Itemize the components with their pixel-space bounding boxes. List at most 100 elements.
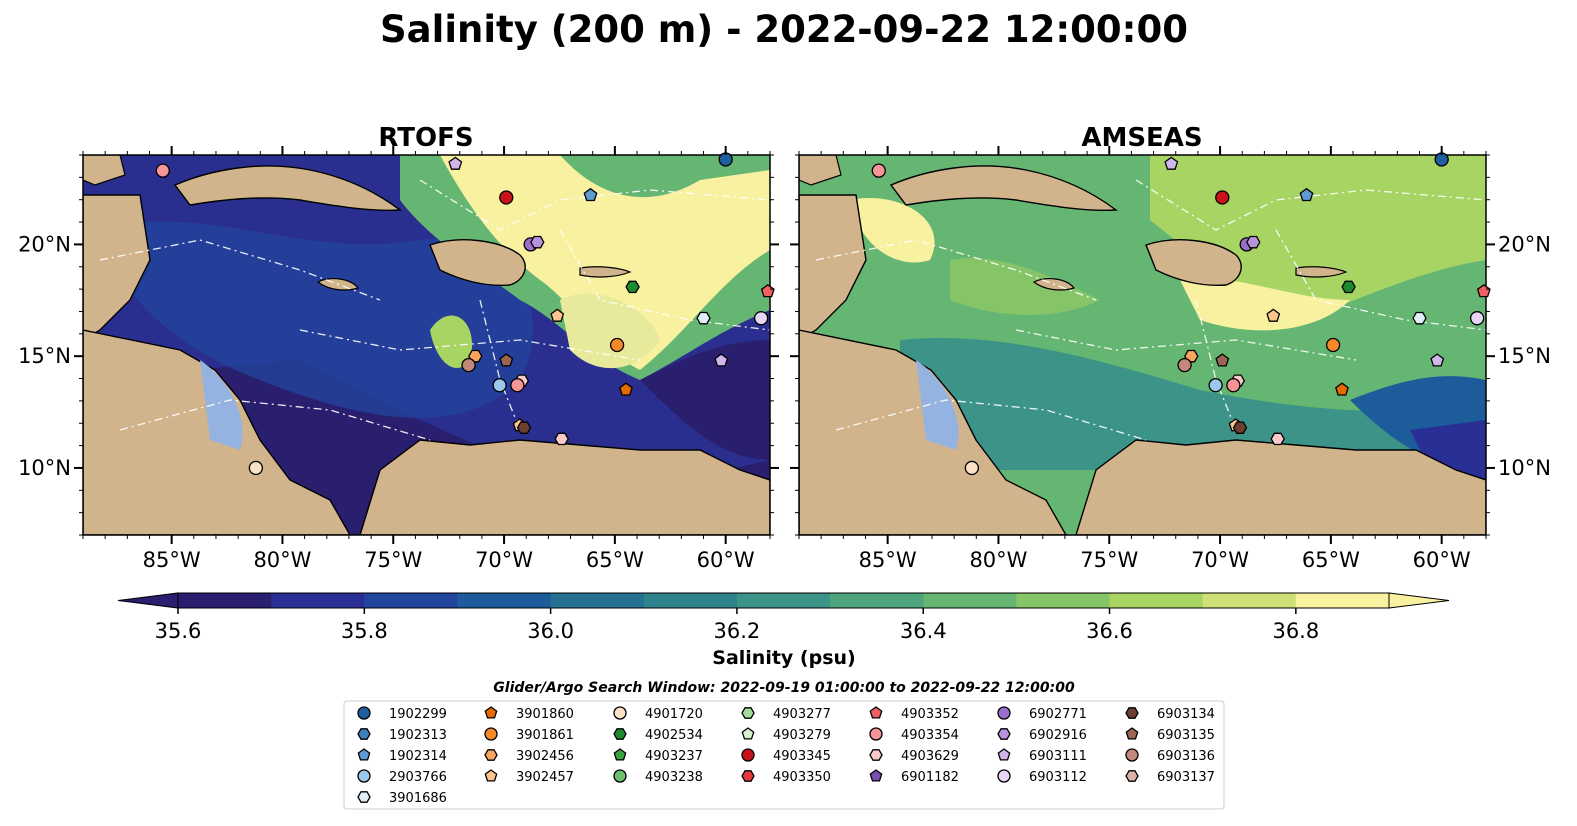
amseas-moderate-salinity-zone (900, 338, 1486, 470)
rtofs-float-markers (155, 152, 775, 476)
legend-item-6903135: 6903135 (1125, 727, 1215, 743)
rtofs-land-cuba (173, 165, 402, 212)
legend-item-3901686: 3901686 (357, 791, 447, 806)
legend-marker-icon (741, 770, 755, 782)
rtofs-land-hispaniola (429, 239, 526, 287)
legend-item-4901720: 4901720 (613, 706, 703, 722)
float-symbol-6903111 (448, 156, 463, 170)
colorbar-segment (1016, 593, 1111, 608)
float-marker-4902534 (1341, 280, 1356, 294)
float-marker-6903136 (1177, 357, 1192, 373)
lon-tick-label: 75°W (1080, 548, 1138, 572)
legend-marker-icon (357, 769, 371, 783)
legend-marker-icon (357, 748, 371, 761)
float-symbol-6903136 (1177, 357, 1192, 373)
legend-label: 3901861 (516, 728, 574, 743)
rtofs-axis-ticks: 85°W 80°W 75°W 70°W 65°W 60°W 20°N 15°N 10°N (18, 146, 779, 572)
float-symbol-4903629 (554, 432, 569, 446)
float-symbol-4903354 (155, 163, 170, 178)
colorbar-segment (923, 593, 1017, 608)
colorbar-tick-label: 35.6 (155, 619, 202, 643)
float-symbol-3901686 (1412, 311, 1427, 325)
float-symbol-3901860 (1335, 382, 1349, 396)
lon-tick-label: 75°W (364, 548, 422, 572)
panel-title-rtofs: RTOFS (378, 123, 473, 153)
float-symbol-4901720 (248, 460, 264, 476)
float-marker-4901720 (248, 460, 264, 476)
float-marker-4903629 (1270, 432, 1285, 446)
legend-item-6901182: 6901182 (869, 769, 959, 785)
float-marker-3902457 (1266, 308, 1281, 322)
legend-item-6903112: 6903112 (997, 769, 1087, 785)
legend-item-6903111: 6903111 (997, 748, 1087, 764)
legend-label: 3901860 (516, 707, 574, 722)
amseas-high-salinity-northwest (850, 198, 935, 263)
legend-label: 6903112 (1029, 770, 1087, 785)
legend-label: 3901686 (389, 791, 447, 806)
float-symbol-2903766 (492, 378, 507, 393)
rtofs-land-puerto-rico (579, 266, 632, 278)
colorbar-extend-low (117, 592, 179, 609)
colorbar-segment (550, 593, 645, 608)
amseas-land-yucatan (799, 194, 867, 341)
legend-marker-icon (613, 769, 627, 783)
legend-marker-icon (1125, 727, 1139, 740)
float-marker-6902916 (1246, 235, 1261, 249)
float-symbol-4903354 (510, 378, 525, 393)
float-marker-4903354 (1226, 378, 1241, 393)
legend-marker-icon (997, 706, 1011, 720)
lat-tick-label: 20°N (18, 232, 71, 256)
float-symbol-6903135 (1215, 353, 1230, 367)
amseas-central-green (950, 258, 1100, 315)
float-marker-6903111 (448, 156, 463, 170)
rtofs-shelf-nicaragua (200, 360, 243, 450)
float-symbol-4903345 (1215, 190, 1230, 205)
colorbar-tick-label: 36.8 (1272, 619, 1319, 643)
legend-title: Glider/Argo Search Window: 2022-09-19 01… (493, 680, 1075, 696)
float-symbol-3902457 (1266, 308, 1281, 322)
legend-item-4903277: 4903277 (741, 707, 831, 722)
rtofs-land-south-america (359, 439, 770, 535)
float-symbol-4903354 (1226, 378, 1241, 393)
legend-item-3902457: 3902457 (484, 769, 574, 785)
salinity-colorbar: 35.6 35.8 36.0 36.2 36.4 36.6 36.8 (117, 592, 1450, 643)
legend-label: 4901720 (645, 707, 703, 722)
legend-marker-icon (997, 769, 1011, 783)
amseas-land-hispaniola (1145, 239, 1242, 287)
colorbar-segment (1109, 593, 1204, 608)
lon-tick-label: 60°W (1413, 548, 1471, 572)
float-symbol-4903345 (499, 190, 514, 205)
figure-title: Salinity (200 m) - 2022-09-22 12:00:00 (380, 8, 1188, 51)
float-marker-4903345 (499, 190, 514, 205)
float-symbol-3901686 (696, 311, 711, 325)
rtofs-central-basin-waters (100, 221, 533, 418)
float-symbol-6903134 (1232, 421, 1248, 434)
legend-marker-icon (357, 791, 371, 803)
float-marker-6903134 (1232, 421, 1248, 434)
float-marker-6903111 (1164, 156, 1179, 170)
amseas-axes-frame (798, 154, 1487, 536)
float-marker-6903111 (714, 353, 729, 367)
legend-label: 3902457 (516, 770, 574, 785)
legend-item-4903238: 4903238 (613, 769, 703, 785)
legend-item-4902534: 4902534 (613, 728, 703, 743)
float-symbol-1902314 (1299, 187, 1314, 202)
legend-label: 6903134 (1157, 707, 1215, 722)
legend-marker-icon (1125, 707, 1139, 719)
legend-label: 1902313 (389, 728, 447, 743)
float-marker-6903136 (461, 357, 476, 373)
float-symbol-6903111 (1164, 156, 1179, 170)
legend-item-1902299: 1902299 (357, 706, 447, 722)
float-marker-6903112 (753, 311, 769, 326)
legend-label: 3902456 (516, 749, 574, 764)
colorbar-segment (271, 593, 365, 608)
legend-marker-icon (613, 706, 627, 720)
float-marker-1902314 (583, 187, 598, 202)
float-marker-4903629 (554, 432, 569, 446)
legend-item-6902916: 6902916 (997, 728, 1087, 743)
legend-marker-icon (869, 727, 883, 741)
legend-label: 4902534 (645, 728, 703, 743)
lon-tick-label: 80°W (969, 548, 1027, 572)
amseas-shelf-nicaragua (916, 360, 959, 450)
legend-item-4903237: 4903237 (613, 748, 703, 764)
